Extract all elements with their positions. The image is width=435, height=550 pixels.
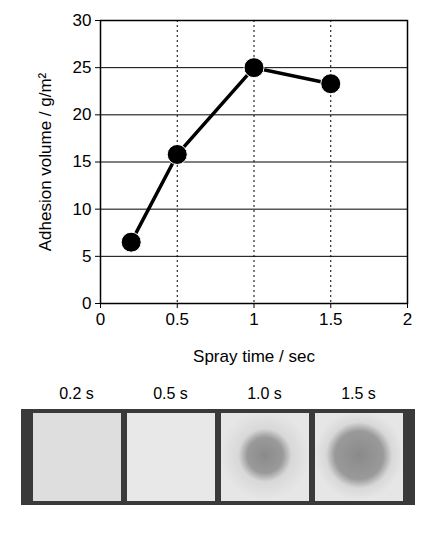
html-text:1.0 s: 1.0 s (247, 385, 282, 402)
svg-text:0: 0 (96, 310, 105, 329)
html-text:1.5 s: 1.5 s (341, 385, 376, 402)
svg-text:Spray time / sec: Spray time / sec (193, 347, 315, 366)
svg-text:0.5: 0.5 (165, 310, 189, 329)
html-text:0.2 s: 0.2 s (59, 385, 94, 402)
svg-text:Adhesion volume / g/m²: Adhesion volume / g/m² (36, 72, 55, 251)
svg-text:1: 1 (249, 310, 258, 329)
svg-text:10: 10 (73, 200, 92, 219)
svg-text:20: 20 (73, 105, 92, 124)
svg-text:15: 15 (73, 152, 92, 171)
svg-text:0: 0 (82, 294, 91, 313)
svg-text:1.5: 1.5 (319, 310, 343, 329)
svg-text:30: 30 (73, 11, 92, 30)
svg-text:5: 5 (82, 247, 91, 266)
html-text:0.5 s: 0.5 s (153, 385, 188, 402)
svg-text:2: 2 (403, 310, 412, 329)
svg-text:25: 25 (73, 58, 92, 77)
